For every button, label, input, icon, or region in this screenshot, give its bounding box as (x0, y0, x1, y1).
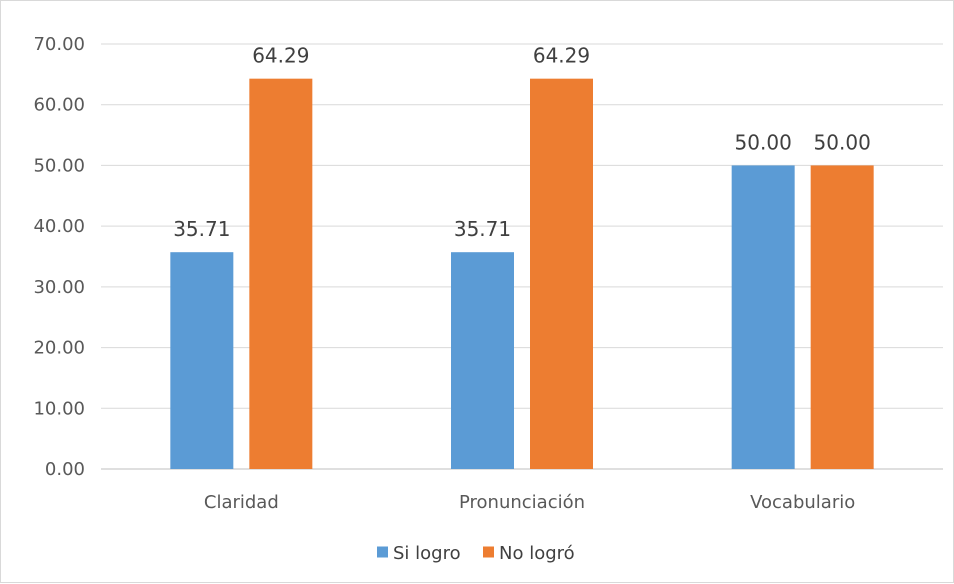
y-tick-label: 60.00 (33, 95, 85, 116)
gridlines (101, 43, 943, 470)
x-category-label: Claridad (204, 492, 279, 513)
legend: Si logro No logró (377, 543, 575, 564)
bar-si-logro-2 (731, 165, 795, 469)
bar-si-logro-0 (170, 252, 234, 469)
y-tick-label: 0.00 (45, 459, 85, 480)
data-label: 64.29 (252, 44, 309, 68)
bar-si-logro-1 (451, 252, 514, 469)
bar-no-logro-0 (249, 78, 313, 470)
y-tick-label: 20.00 (33, 338, 85, 359)
bar-no-logro-1 (530, 78, 593, 470)
y-tick-label: 30.00 (33, 277, 85, 298)
y-tick-label: 10.00 (33, 398, 85, 419)
bars (170, 78, 874, 470)
data-label: 35.71 (173, 217, 230, 241)
x-axis-categories: Claridad Pronunciación Vocabulario (204, 492, 855, 513)
data-labels: 35.71 64.29 35.71 64.29 50.00 50.00 (173, 44, 871, 242)
bar-no-logro-2 (810, 165, 874, 469)
x-category-label: Vocabulario (750, 492, 855, 513)
data-label: 35.71 (454, 217, 511, 241)
data-label: 50.00 (814, 130, 871, 154)
y-axis-ticks: 0.00 10.00 20.00 30.00 40.00 50.00 60.00 70.00 (33, 34, 85, 480)
y-tick-label: 40.00 (33, 216, 85, 237)
y-tick-label: 50.00 (33, 155, 85, 176)
legend-swatch (483, 546, 494, 558)
y-tick-label: 70.00 (33, 34, 85, 55)
legend-label: Si logro (393, 543, 461, 564)
legend-swatch (377, 546, 388, 558)
data-label: 50.00 (735, 130, 792, 154)
x-category-label: Pronunciación (459, 492, 585, 513)
legend-label: No logró (499, 543, 575, 564)
data-label: 64.29 (533, 44, 590, 68)
